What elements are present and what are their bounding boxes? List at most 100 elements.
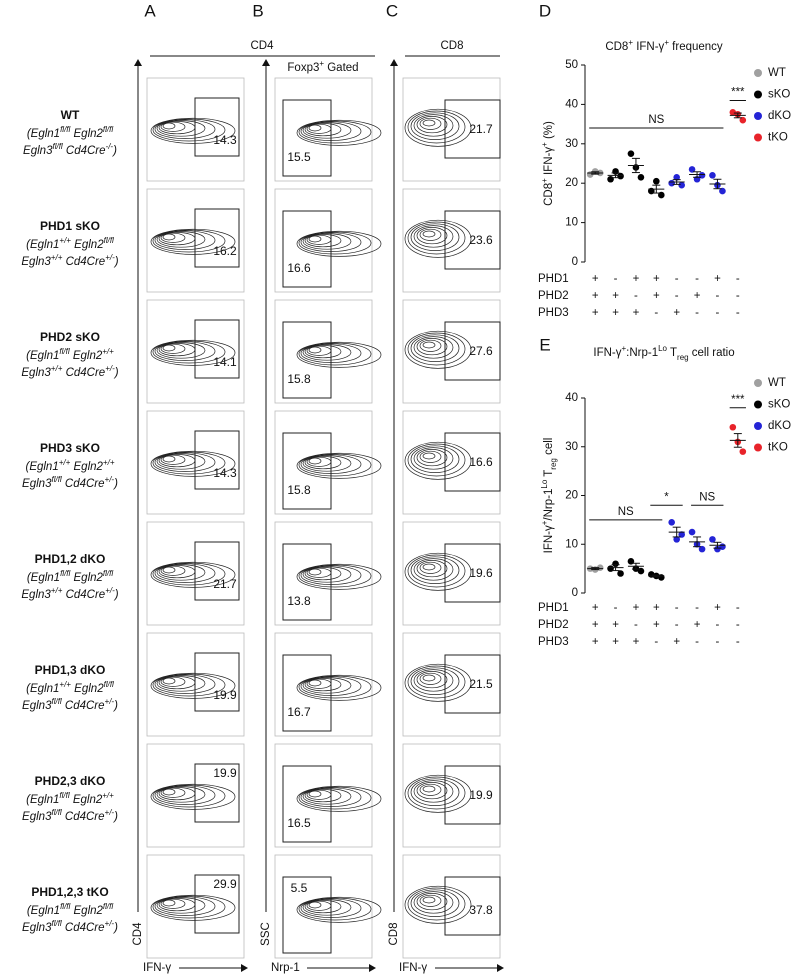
genotype-sign: + bbox=[592, 636, 599, 648]
contour bbox=[152, 673, 226, 697]
contour bbox=[302, 344, 352, 361]
gate-percent: 16.6 bbox=[469, 455, 493, 469]
contour bbox=[419, 450, 442, 463]
genotype: Egln3+/+ Cd4Cre+/-) bbox=[21, 586, 118, 601]
text-run: cell bbox=[543, 438, 555, 458]
contour bbox=[304, 789, 342, 803]
contour bbox=[158, 343, 196, 357]
text-run: frequency bbox=[669, 41, 723, 53]
contour bbox=[407, 332, 466, 366]
genotype-sign: + bbox=[633, 273, 640, 285]
contour bbox=[404, 663, 472, 702]
contour bbox=[298, 120, 372, 144]
gate bbox=[444, 876, 501, 936]
y-tick-label: 20 bbox=[565, 177, 578, 189]
gate-percent: 21.7 bbox=[213, 577, 237, 591]
gate bbox=[444, 654, 501, 714]
plot-frame bbox=[274, 743, 373, 848]
plot-frame bbox=[146, 743, 245, 848]
superscript: + bbox=[621, 344, 626, 353]
subscript: reg bbox=[677, 353, 689, 362]
flow-plot: 37.8 bbox=[402, 854, 501, 959]
gate-percent: 13.8 bbox=[287, 594, 311, 608]
superscript: +/+ bbox=[59, 458, 71, 467]
gate-percent: 19.9 bbox=[213, 688, 237, 702]
y-axis-title: CD8+ IFN-γ+ (%) bbox=[540, 121, 555, 206]
contour bbox=[150, 672, 236, 699]
y-axis-label: CD8 bbox=[388, 922, 400, 945]
text-run: ) bbox=[112, 478, 118, 490]
flow-plot: 15.5 bbox=[274, 77, 382, 182]
contour bbox=[422, 896, 436, 904]
contour bbox=[162, 455, 176, 463]
data-point bbox=[627, 150, 635, 157]
text-run: Egln3 bbox=[21, 256, 51, 268]
gate-percent: 14.3 bbox=[213, 466, 237, 480]
legend-label: dKO bbox=[768, 110, 791, 122]
text-run: (Egln1 bbox=[27, 572, 60, 584]
x-axis-label: IFN-γ bbox=[399, 962, 427, 974]
genotype-sign: + bbox=[653, 290, 660, 302]
contour bbox=[302, 566, 352, 583]
text-run: Egln3 bbox=[21, 589, 51, 601]
superscript: fl/fl bbox=[103, 125, 113, 134]
contour bbox=[302, 788, 352, 805]
flow-plot: 14.3 bbox=[146, 77, 245, 182]
genotype-sign: - bbox=[695, 307, 699, 319]
data-point bbox=[653, 177, 660, 185]
genotype-sign: - bbox=[634, 290, 638, 302]
contour bbox=[156, 120, 206, 137]
superscript: fl/fl bbox=[60, 569, 70, 578]
text-run: Egln3 bbox=[22, 811, 52, 823]
text-run: IFN-γ bbox=[593, 347, 621, 359]
genotype-sign: + bbox=[694, 290, 701, 302]
text-run: CD8 bbox=[605, 41, 628, 53]
contour bbox=[308, 679, 322, 687]
contour bbox=[154, 341, 216, 361]
contour bbox=[160, 565, 186, 576]
x-axis-label: IFN-γ bbox=[143, 962, 171, 974]
text-run: (Egln1 bbox=[27, 128, 60, 140]
text-run: Egln2 bbox=[70, 572, 103, 584]
data-point bbox=[709, 172, 716, 179]
contour bbox=[160, 232, 186, 243]
genotype: (Egln1fl/fl Egln2fl/fl bbox=[27, 902, 114, 917]
contour bbox=[152, 895, 226, 919]
text-run: Cd4Cre bbox=[62, 478, 105, 490]
group-header: CD4 bbox=[250, 40, 274, 52]
genotype-sign: - bbox=[736, 290, 740, 302]
superscript: +/+ bbox=[51, 253, 63, 262]
genotype: Egln3fl/fl Cd4Cre-/-) bbox=[23, 142, 117, 157]
contour bbox=[407, 221, 466, 255]
panel-note: Foxp3+ Gated bbox=[287, 59, 358, 74]
data-point bbox=[714, 545, 721, 553]
gate-percent: 19.9 bbox=[469, 788, 493, 802]
text-run: T bbox=[543, 470, 555, 480]
genotype-sign: + bbox=[592, 307, 599, 319]
text-run: Egln2 bbox=[70, 905, 103, 917]
data-point bbox=[678, 531, 685, 538]
flow-plot: 16.6 bbox=[274, 188, 382, 293]
contour bbox=[422, 563, 436, 571]
text-run: (Egln1 bbox=[26, 794, 59, 806]
contour bbox=[410, 667, 460, 695]
y-axis-label: SSC bbox=[260, 922, 272, 946]
gate-percent: 14.3 bbox=[213, 133, 237, 147]
contour bbox=[413, 669, 454, 692]
genotype-sign: - bbox=[716, 636, 720, 648]
data-point bbox=[688, 528, 696, 536]
row-title: PHD3 sKO bbox=[40, 441, 100, 455]
gate-percent: 16.2 bbox=[213, 244, 237, 258]
gate bbox=[444, 321, 501, 381]
flow-plot: 16.7 bbox=[274, 632, 382, 737]
data-point bbox=[617, 570, 624, 577]
superscript: +/- bbox=[105, 808, 115, 817]
contour bbox=[154, 785, 216, 805]
superscript: -/- bbox=[106, 142, 114, 151]
row-title: PHD1,2 dKO bbox=[35, 552, 106, 566]
contour bbox=[158, 454, 196, 468]
genotype-sign: + bbox=[653, 273, 660, 285]
text-run: Egln3 bbox=[22, 700, 52, 712]
genotype-sign: - bbox=[654, 307, 658, 319]
text-run: Egln3 bbox=[22, 922, 52, 934]
